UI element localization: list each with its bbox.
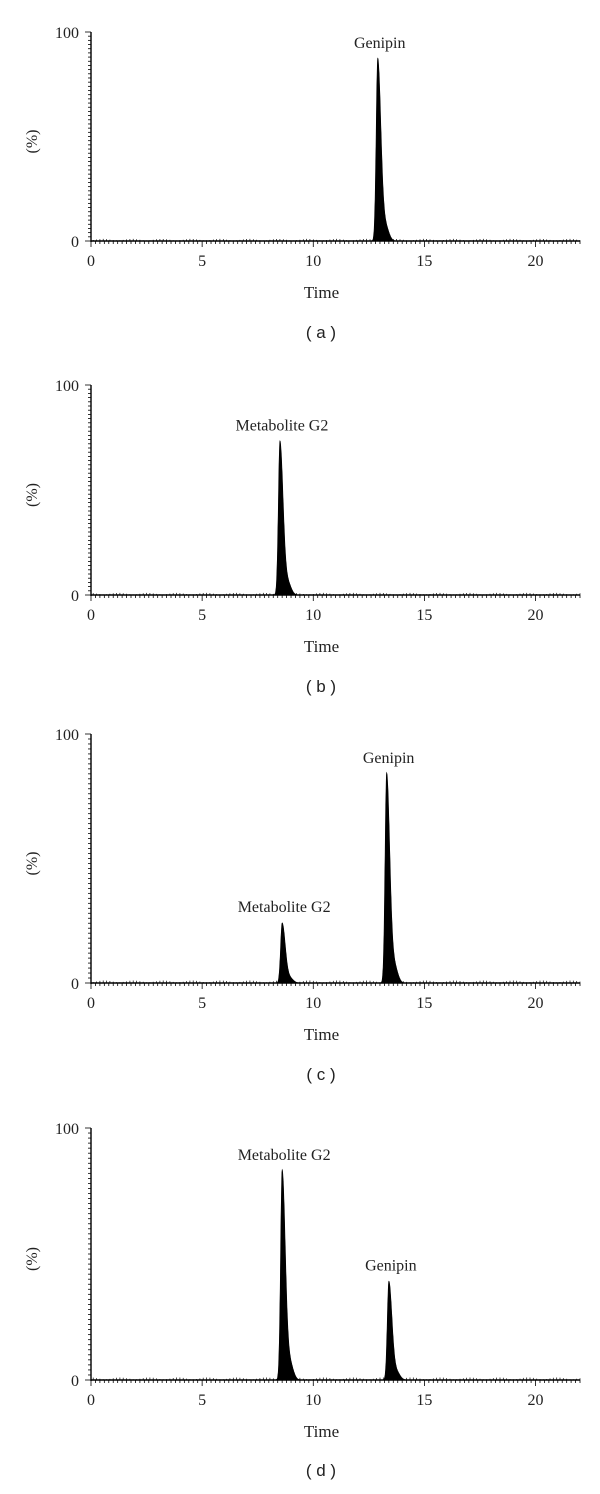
x-tick-label: 5	[198, 1392, 206, 1409]
x-tick-label: 15	[416, 1392, 432, 1409]
x-axis-title: Time	[304, 1025, 339, 1044]
x-tick-label: 15	[416, 253, 432, 270]
x-tick-label: 15	[416, 607, 432, 624]
y-axis-title: (%)	[24, 130, 41, 154]
x-axis-title: Time	[304, 283, 339, 302]
x-tick-label: 0	[87, 1392, 95, 1409]
y-tick-label: 0	[71, 976, 79, 993]
x-tick-label: 5	[198, 995, 206, 1012]
panel-label: ( c )	[306, 1065, 335, 1084]
y-axis-title: (%)	[24, 1247, 41, 1271]
panel-label: ( d )	[306, 1461, 336, 1480]
y-tick-label: 0	[71, 588, 79, 605]
peak-2	[374, 771, 407, 984]
x-tick-label: 15	[416, 995, 432, 1012]
peak-1	[269, 922, 303, 984]
y-tick-label: 100	[55, 727, 79, 744]
peak-label-2: Genipin	[363, 750, 415, 767]
baseline-noise	[92, 1377, 581, 1380]
peak-label-1: Genipin	[354, 35, 406, 52]
y-tick-label: 100	[55, 25, 79, 42]
x-tick-label: 20	[528, 253, 544, 270]
panel-label: ( a )	[306, 323, 336, 342]
peak-1	[269, 1168, 303, 1381]
baseline-noise	[92, 592, 581, 595]
x-tick-label: 10	[305, 607, 321, 624]
x-axis-title: Time	[304, 1422, 339, 1441]
x-tick-label: 0	[87, 607, 95, 624]
chart-panel-d: 0 5 10 15 20 0 100 Time (%) Metabolite G2 Genipin (…	[24, 1121, 581, 1480]
x-axis-title: Time	[304, 637, 339, 656]
baseline-noise	[92, 980, 581, 983]
x-tick-label: 20	[528, 607, 544, 624]
peak-2	[376, 1280, 409, 1381]
baseline-noise	[92, 238, 581, 241]
chart-panel-c: 0 5 10 15 20 0 100 Time (%) Metabolite G2 Genipin (…	[24, 727, 581, 1084]
y-tick-label: 0	[71, 1373, 79, 1390]
peak-label-1: Metabolite G2	[235, 418, 328, 435]
y-tick-label: 100	[55, 378, 79, 395]
x-tick-label: 10	[305, 995, 321, 1012]
x-tick-label: 0	[87, 995, 95, 1012]
peak-1	[267, 440, 300, 596]
y-axis-title: (%)	[24, 483, 41, 507]
x-tick-label: 10	[305, 1392, 321, 1409]
peak-label-1: Metabolite G2	[238, 899, 331, 916]
peak-label-1: Metabolite G2	[238, 1147, 331, 1164]
y-tick-label: 0	[71, 234, 79, 251]
x-tick-label: 0	[87, 253, 95, 270]
y-tick-label: 100	[55, 1121, 79, 1138]
x-tick-label: 10	[305, 253, 321, 270]
panel-label: ( b )	[306, 677, 336, 696]
peak-label-2: Genipin	[365, 1258, 417, 1275]
x-tick-label: 5	[198, 253, 206, 270]
x-tick-label: 20	[528, 1392, 544, 1409]
x-tick-label: 5	[198, 607, 206, 624]
x-tick-label: 20	[528, 995, 544, 1012]
y-axis-title: (%)	[24, 852, 41, 876]
peak-1	[365, 57, 398, 242]
chart-panel-b: 0 5 10 15 20 0 100 Time (%) Metabolite G2 ( b )	[24, 378, 581, 696]
chart-panel-a: 0 5 10 15 20 0 100 Time (%) Genipin ( a )	[24, 25, 581, 342]
